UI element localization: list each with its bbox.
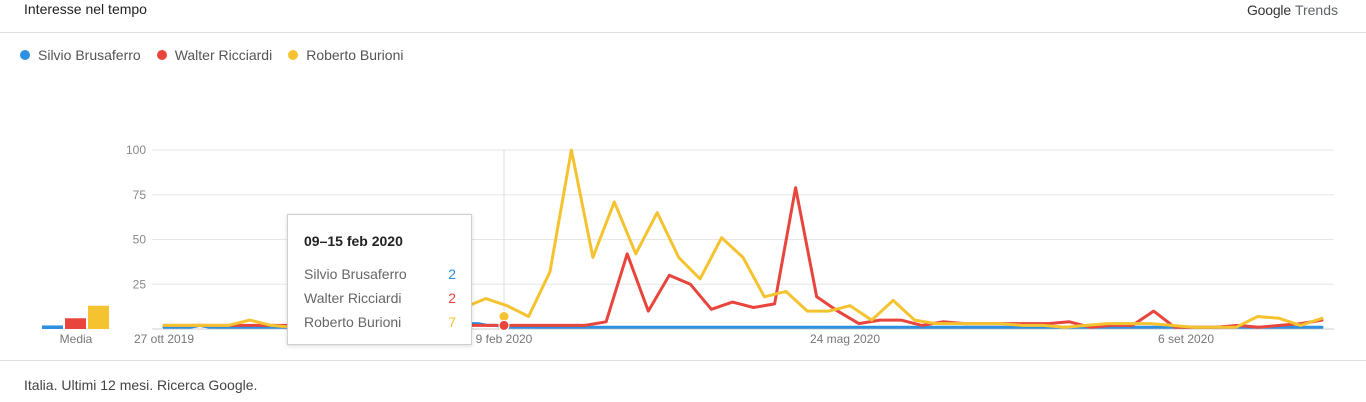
legend-item-roberto-burioni[interactable]: Roberto Burioni	[288, 47, 403, 63]
y-tick-label: 50	[133, 233, 147, 247]
legend: Silvio Brusaferro Walter Ricciardi Rober…	[20, 47, 419, 63]
legend-dot-blue	[20, 50, 30, 60]
tooltip-row-silvio-brusaferro: Silvio Brusaferro 2	[304, 266, 456, 282]
legend-dot-red	[156, 50, 167, 60]
hover-tooltip: 09–15 feb 2020 Silvio Brusaferro 2 Walte…	[287, 214, 472, 345]
average-label: Media	[60, 332, 93, 346]
tooltip-row-label: Walter Ricciardi	[304, 290, 402, 306]
trends-line-chart[interactable]: 25 50 75 100 27 ott 2019 9 feb 2020 24 mag 202…	[0, 0, 1366, 360]
hover-point	[498, 319, 510, 331]
tooltip-row-value: 7	[448, 314, 456, 330]
y-tick-label: 25	[133, 277, 147, 291]
legend-label: Walter Ricciardi	[174, 47, 273, 63]
footer-caption: Italia. Ultimi 12 mesi. Ricerca Google.	[24, 377, 258, 393]
tooltip-date: 09–15 feb 2020	[304, 233, 403, 249]
tooltip-row-roberto-burioni: Roberto Burioni 7	[304, 314, 456, 330]
chart-header: Interesse nel tempo Google Trends	[0, 0, 1366, 33]
x-tick-label: 6 set 2020	[1158, 332, 1214, 346]
tooltip-row-label: Silvio Brusaferro	[304, 266, 407, 282]
average-bar	[42, 325, 63, 329]
legend-dot-yellow	[288, 50, 299, 60]
x-tick-label: 27 ott 2019	[134, 332, 194, 346]
tooltip-row-value: 2	[448, 266, 456, 282]
tooltip-row-walter-ricciardi: Walter Ricciardi 2	[304, 290, 456, 306]
x-tick-label: 24 mag 2020	[810, 332, 880, 346]
google-trends-logo: Google Trends	[1247, 2, 1338, 18]
x-tick-label: 9 feb 2020	[476, 332, 533, 346]
average-bar	[65, 318, 86, 329]
legend-item-walter-ricciardi[interactable]: Walter Ricciardi	[156, 47, 273, 63]
legend-label: Roberto Burioni	[306, 47, 404, 63]
tooltip-row-label: Roberto Burioni	[304, 314, 402, 330]
footer-divider	[0, 360, 1366, 361]
average-bar	[88, 305, 109, 329]
y-tick-label: 100	[126, 143, 146, 157]
trends-logo-text: Trends	[1294, 2, 1338, 18]
chart-title: Interesse nel tempo	[24, 1, 147, 17]
y-tick-label: 75	[133, 188, 147, 202]
legend-label: Silvio Brusaferro	[38, 47, 141, 63]
tooltip-row-value: 2	[448, 290, 456, 306]
legend-item-silvio-brusaferro[interactable]: Silvio Brusaferro	[20, 47, 141, 63]
google-logo-text: Google	[1246, 2, 1291, 18]
